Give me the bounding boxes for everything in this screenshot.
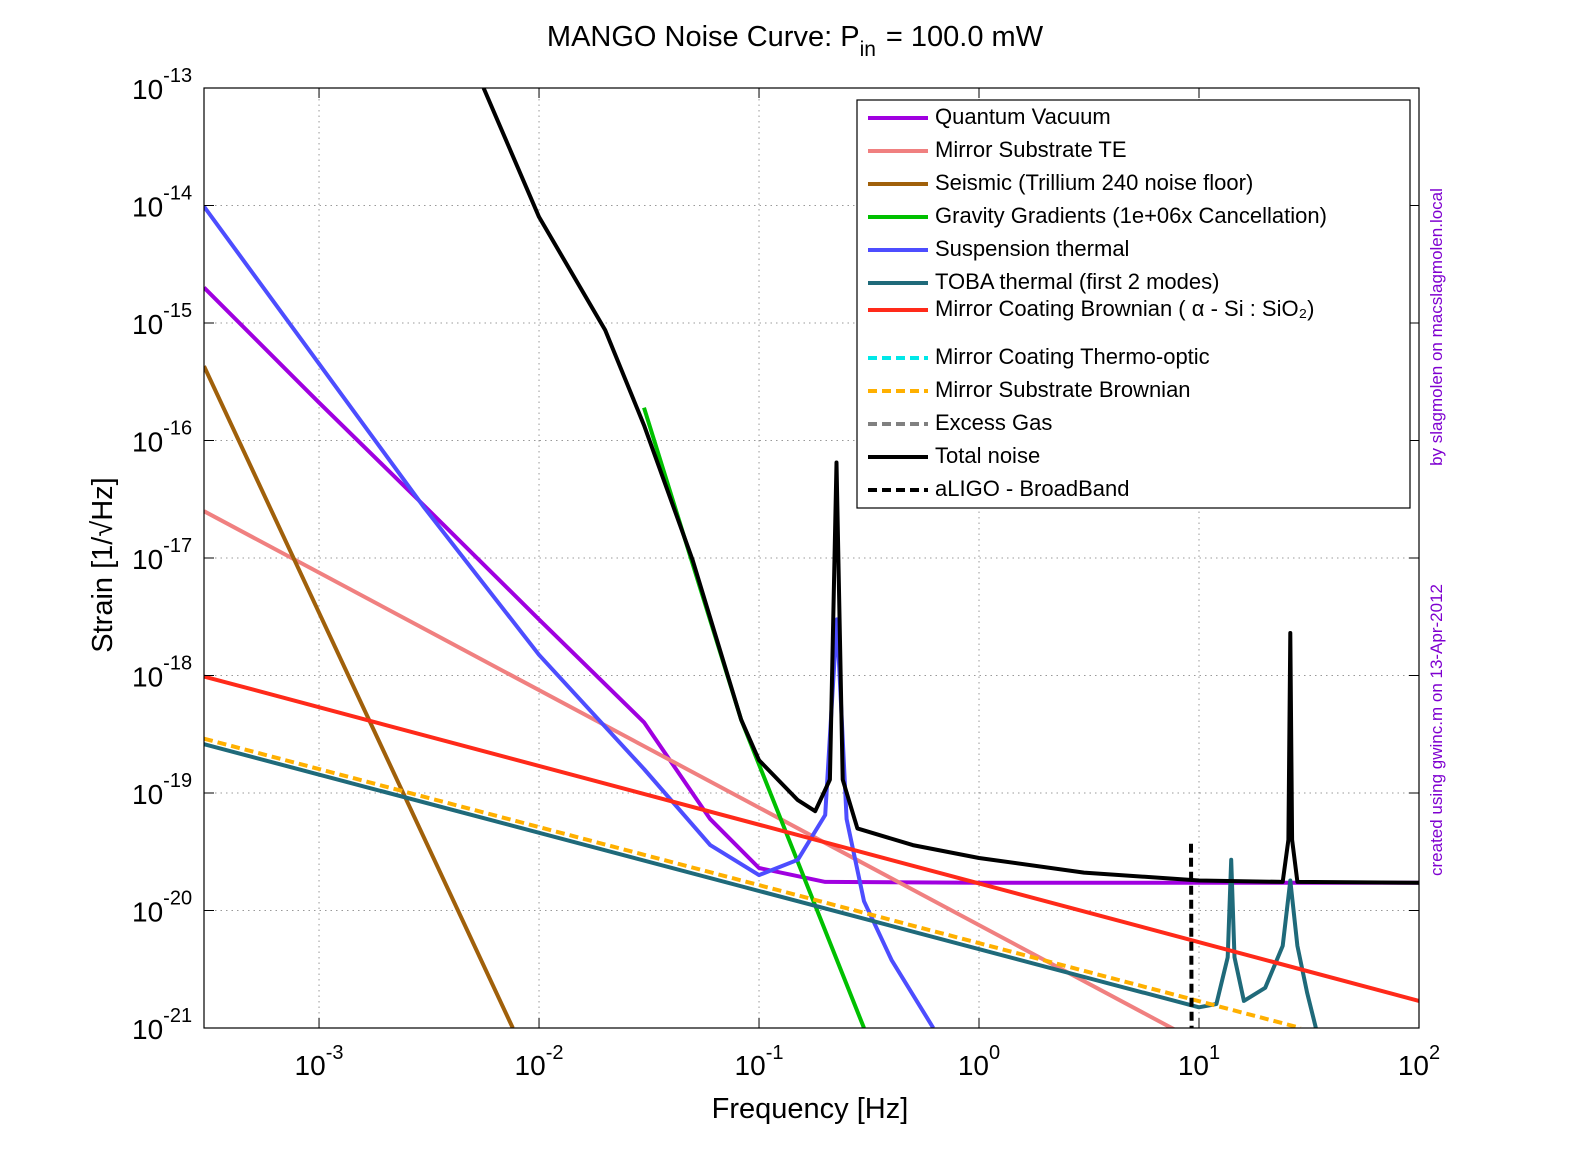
legend-label: Gravity Gradients (1e+06x Cancellation) (935, 203, 1327, 228)
y-tick-label: 10-21 (132, 1005, 192, 1045)
x-tick-label: 10-2 (515, 1042, 564, 1081)
y-tick-label: 10-20 (132, 888, 192, 928)
annotation: created using gwinc.m on 13-Apr-2012 (1427, 584, 1446, 876)
title-main: MANGO Noise Curve: P (547, 21, 860, 53)
y-tick-label: 10-16 (132, 418, 192, 458)
tick-base: 10 (132, 662, 163, 693)
tick-exponent: 0 (989, 1042, 1000, 1064)
tick-base: 10 (132, 779, 163, 810)
y-tick-label: 10-14 (132, 183, 192, 223)
y-tick-label: 10-13 (132, 65, 192, 105)
y-tick-label: 10-18 (132, 653, 192, 693)
x-tick-label: 10-3 (295, 1042, 344, 1081)
tick-exponent: -16 (163, 418, 192, 440)
x-tick-label: 101 (1178, 1042, 1220, 1081)
tick-exponent: -1 (766, 1042, 784, 1064)
x-tick-label: 102 (1398, 1042, 1440, 1081)
tick-base: 10 (735, 1050, 766, 1081)
tick-exponent: -19 (163, 770, 192, 792)
annotation: by slagmolen on macslagmolen.local (1427, 188, 1446, 466)
tick-base: 10 (132, 1014, 163, 1045)
legend-label: Mirror Coating Thermo-optic (935, 344, 1210, 369)
title-rest: = 100.0 mW (886, 21, 1044, 53)
legend-label: Excess Gas (935, 410, 1052, 435)
legend-label: Mirror Substrate TE (935, 137, 1127, 162)
tick-exponent: -13 (163, 65, 192, 87)
series-line (204, 674, 1419, 1003)
tick-base: 10 (132, 427, 163, 458)
x-tick-label: 10-1 (735, 1042, 784, 1081)
legend-label: TOBA thermal (first 2 modes) (935, 269, 1219, 294)
series-line (1189, 843, 1194, 1028)
series-line (204, 742, 1318, 1028)
tick-base: 10 (132, 74, 163, 105)
series-line (204, 365, 515, 1028)
tick-exponent: -21 (163, 1005, 192, 1027)
legend-label: Mirror Coating Brownian ( α - Si : SiO₂) (935, 296, 1314, 321)
x-tick-label: 100 (958, 1042, 1000, 1081)
tick-base: 10 (295, 1050, 326, 1081)
tick-base: 10 (958, 1050, 989, 1081)
tick-exponent: -20 (163, 888, 192, 910)
tick-exponent: -14 (163, 183, 192, 205)
ticks: 10-3 10-2 10-1 100 101 10210-2110-2010-1910-1… (132, 65, 1440, 1081)
legend-box (856, 99, 1411, 509)
tick-exponent: -17 (163, 535, 192, 557)
tick-base: 10 (515, 1050, 546, 1081)
legend-label: Quantum Vacuum (935, 104, 1111, 129)
tick-base: 10 (1178, 1050, 1209, 1081)
legend-label: Total noise (935, 443, 1040, 468)
tick-base: 10 (132, 544, 163, 575)
y-axis-label: Strain [1/√Hz] (87, 477, 119, 652)
series-line (481, 88, 1419, 885)
tick-base: 10 (132, 897, 163, 928)
tick-exponent: -18 (163, 653, 192, 675)
y-tick-label: 10-19 (132, 770, 192, 810)
series-lines (204, 88, 1419, 1028)
series-line (204, 286, 1419, 885)
y-tick-label: 10-15 (132, 300, 192, 340)
series-line (204, 205, 936, 1028)
tick-exponent: -3 (326, 1042, 344, 1064)
tick-exponent: 2 (1429, 1042, 1440, 1064)
series-line (204, 736, 1302, 1028)
chart-title: MANGO Noise Curve: Pin = 100.0 mW (547, 21, 1044, 61)
series-line (204, 509, 1176, 1028)
tick-exponent: 1 (1209, 1042, 1220, 1064)
tick-base: 10 (132, 309, 163, 340)
tick-base: 10 (132, 192, 163, 223)
legend: Quantum Vacuum Mirror Substrate TE Seismic… (856, 99, 1411, 509)
title-subscript: in (860, 38, 876, 61)
tick-exponent: -2 (546, 1042, 564, 1064)
x-axis-label: Frequency [Hz] (712, 1093, 909, 1125)
legend-label: Seismic (Trillium 240 noise floor) (935, 170, 1253, 195)
y-tick-label: 10-17 (132, 535, 192, 575)
legend-label: aLIGO - BroadBand (935, 476, 1129, 501)
legend-label: Mirror Substrate Brownian (935, 377, 1191, 402)
legend-label: Suspension thermal (935, 236, 1129, 261)
tick-base: 10 (1398, 1050, 1429, 1081)
tick-exponent: -15 (163, 300, 192, 322)
